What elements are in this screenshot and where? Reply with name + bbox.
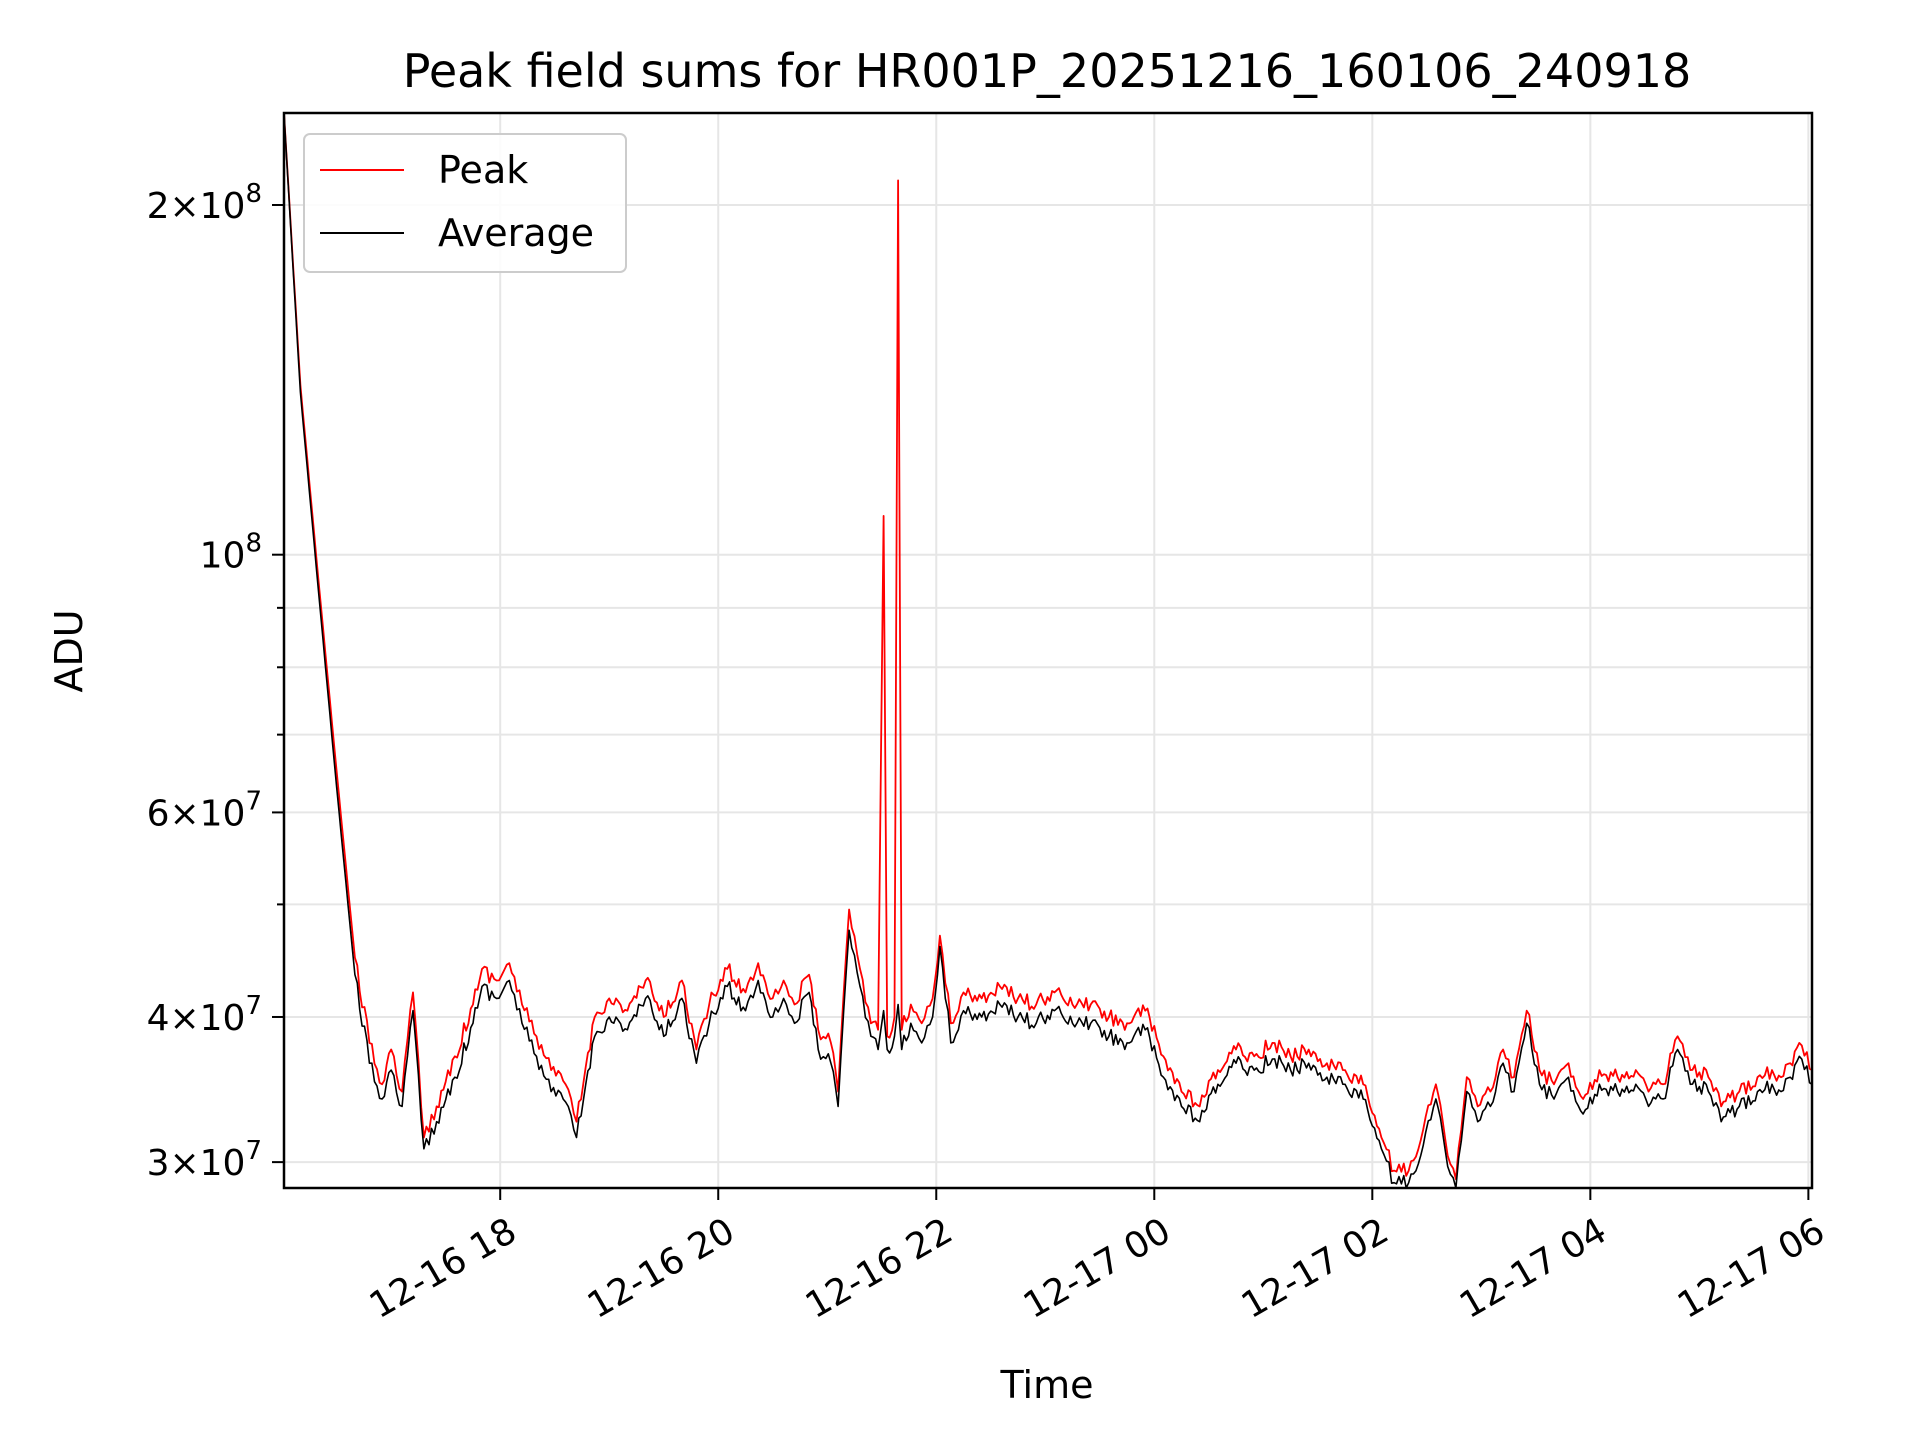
y-tick-label: 2×108 xyxy=(147,179,262,227)
plot-area xyxy=(284,113,1812,1188)
grid xyxy=(284,113,1812,1188)
legend-average-label: Average xyxy=(438,211,594,255)
x-tick-label: 12-16 22 xyxy=(799,1210,960,1326)
y-tick-exponent: 7 xyxy=(245,786,262,816)
x-tick-label: 12-17 02 xyxy=(1235,1210,1396,1326)
y-tick-label: 3×107 xyxy=(147,1136,262,1184)
y-tick-exponent: 7 xyxy=(245,991,262,1021)
legend: Peak Average xyxy=(303,133,627,273)
series-line-average xyxy=(284,113,1812,1188)
y-tick-exponent: 7 xyxy=(245,1136,262,1166)
y-tick-base: 6×10 xyxy=(147,793,246,834)
series-line-peak xyxy=(284,113,1812,1181)
plot-frame xyxy=(282,111,1814,1190)
x-tick-label: 12-16 20 xyxy=(581,1210,742,1326)
legend-peak-label: Peak xyxy=(438,148,528,192)
y-tick-label: 108 xyxy=(200,529,262,577)
axes: 12-16 18 12-16 20 12-16 22 12-17 00 12-17 02… xyxy=(147,179,1832,1327)
x-tick-label: 12-17 06 xyxy=(1671,1210,1832,1326)
y-axis-label: ADU xyxy=(47,609,91,692)
y-tick-base: 2×10 xyxy=(147,186,246,227)
y-tick-label: 4×107 xyxy=(147,991,262,1039)
y-tick-base: 3×10 xyxy=(147,1143,246,1184)
y-tick-base: 10 xyxy=(200,536,246,577)
x-axis-label: Time xyxy=(1000,1363,1094,1407)
x-tick-label: 12-17 04 xyxy=(1453,1210,1614,1326)
x-tick-label: 12-17 00 xyxy=(1017,1210,1178,1326)
y-tick-exponent: 8 xyxy=(245,529,262,559)
y-tick-base: 4×10 xyxy=(147,998,246,1039)
x-tick-label: 12-16 18 xyxy=(363,1210,524,1326)
chart-title: Peak field sums for HR001P_20251216_1601… xyxy=(403,44,1692,98)
y-tick-label: 6×107 xyxy=(147,786,262,834)
y-tick-exponent: 8 xyxy=(245,179,262,209)
legend-box xyxy=(303,133,627,273)
